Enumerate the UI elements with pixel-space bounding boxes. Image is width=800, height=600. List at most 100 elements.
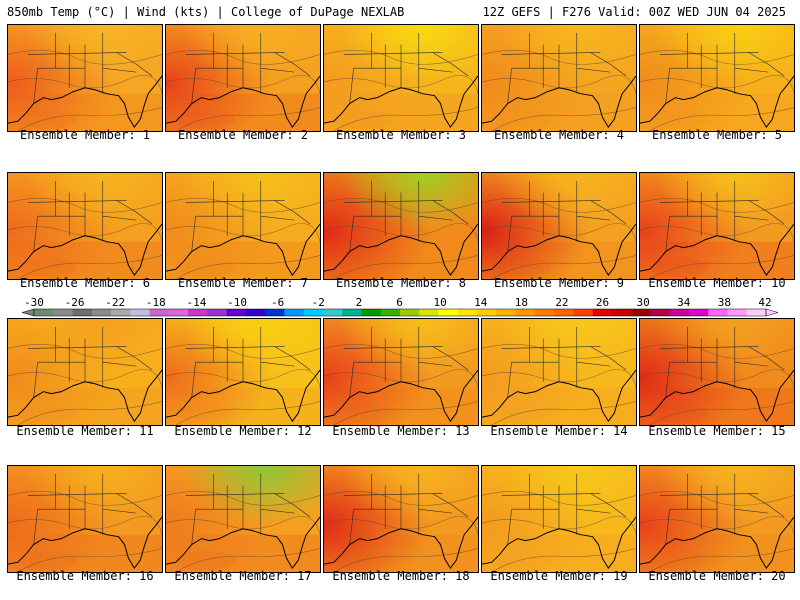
colorbar-swatch <box>245 309 266 316</box>
colorbar-swatch <box>342 309 362 316</box>
member-caption: Ensemble Member: 8 <box>335 276 467 290</box>
member-caption: Ensemble Member: 17 <box>174 569 312 583</box>
colorbar-swatch <box>34 309 54 316</box>
colorbar-tick-label: 34 <box>677 296 691 309</box>
ensemble-member-map <box>7 172 163 280</box>
member-caption: Ensemble Member: 3 <box>335 128 467 142</box>
ensemble-member-map <box>481 24 637 132</box>
colorbar-tick-label: 26 <box>596 296 609 309</box>
colorbar-swatch <box>708 309 728 316</box>
colorbar-swatch <box>380 309 401 316</box>
member-caption: Ensemble Member: 20 <box>648 569 786 583</box>
colorbar-swatch <box>72 309 93 316</box>
colorbar-swatch <box>168 309 189 316</box>
member-caption: Ensemble Member: 5 <box>651 128 783 142</box>
product-title: 850mb Temp (°C) | Wind (kts) | College o… <box>7 5 405 19</box>
colorbar-swatch <box>554 309 574 316</box>
colorbar-swatch <box>457 309 478 316</box>
colorbar-swatch <box>149 309 170 316</box>
colorbar-tick-label: -14 <box>187 296 207 309</box>
member-caption: Ensemble Member: 9 <box>493 276 625 290</box>
member-caption: Ensemble Member: 2 <box>177 128 309 142</box>
member-caption: Ensemble Member: 18 <box>332 569 470 583</box>
colorbar-tick-label: -26 <box>65 296 85 309</box>
colorbar-tick-label: 2 <box>356 296 363 309</box>
member-caption: Ensemble Member: 16 <box>16 569 154 583</box>
colorbar-tick-label: -10 <box>227 296 247 309</box>
colorbar-swatch <box>573 309 593 316</box>
colorbar-swatch <box>592 309 613 316</box>
colorbar-max-arrow <box>765 308 779 317</box>
colorbar-swatch <box>111 309 131 316</box>
ensemble-member-map <box>639 318 795 426</box>
member-caption: Ensemble Member: 15 <box>648 424 786 438</box>
colorbar-tick-label: 10 <box>433 296 446 309</box>
colorbar-swatch <box>669 309 690 316</box>
colorbar-swatch <box>188 309 208 316</box>
member-caption: Ensemble Member: 6 <box>19 276 151 290</box>
colorbar-swatch <box>91 309 112 316</box>
colorbar-tick-label: 42 <box>758 296 771 309</box>
colorbar-tick-label: 38 <box>718 296 731 309</box>
colorbar-swatch <box>534 309 555 316</box>
member-caption: Ensemble Member: 14 <box>490 424 628 438</box>
colorbar-tick-label: 22 <box>555 296 568 309</box>
colorbar-tick-label: 14 <box>474 296 488 309</box>
temperature-colorbar: -30 -26 -22 -18 -14 -10 -6 -2 2 6 10 14 18 22 26 30 34 38… <box>21 296 779 317</box>
colorbar-tick-label: 18 <box>515 296 528 309</box>
colorbar-swatch <box>746 309 767 316</box>
colorbar-swatch <box>419 309 439 316</box>
member-caption: Ensemble Member: 7 <box>177 276 309 290</box>
colorbar-swatch <box>130 309 150 316</box>
colorbar-tick-label: -2 <box>312 296 325 309</box>
colorbar-swatch <box>515 309 536 316</box>
ensemble-member-map <box>481 465 637 573</box>
ensemble-member-map <box>323 24 479 132</box>
ensemble-member-map <box>323 318 479 426</box>
ensemble-member-map <box>165 24 321 132</box>
ensemble-member-map <box>639 465 795 573</box>
colorbar-tick-label: -22 <box>105 296 125 309</box>
ensemble-member-map <box>323 172 479 280</box>
colorbar-tick-label: 6 <box>396 296 403 309</box>
colorbar-swatch <box>727 309 748 316</box>
member-caption: Ensemble Member: 4 <box>493 128 625 142</box>
colorbar-swatch <box>303 309 324 316</box>
member-caption: Ensemble Member: 11 <box>16 424 154 438</box>
colorbar-tick-label: -18 <box>146 296 166 309</box>
member-caption: Ensemble Member: 10 <box>648 276 786 290</box>
colorbar-swatch <box>284 309 304 316</box>
ensemble-member-map <box>7 318 163 426</box>
colorbar-tick-label: 30 <box>637 296 650 309</box>
colorbar-swatch <box>53 309 73 316</box>
ensemble-member-map <box>481 318 637 426</box>
member-caption: Ensemble Member: 13 <box>332 424 470 438</box>
ensemble-member-map <box>639 24 795 132</box>
colorbar-swatch <box>361 309 382 316</box>
ensemble-member-map <box>481 172 637 280</box>
colorbar-swatch <box>226 309 247 316</box>
ensemble-member-map <box>165 172 321 280</box>
ensemble-member-map <box>7 465 163 573</box>
colorbar-swatch <box>400 309 420 316</box>
ensemble-member-map <box>165 465 321 573</box>
colorbar-swatch <box>496 309 516 316</box>
colorbar-swatch <box>688 309 709 316</box>
colorbar-swatch <box>207 309 227 316</box>
ensemble-member-map <box>639 172 795 280</box>
ensemble-member-map <box>323 465 479 573</box>
colorbar-tick-label: -6 <box>271 296 284 309</box>
colorbar-swatch <box>611 309 632 316</box>
colorbar-swatch <box>322 309 343 316</box>
colorbar-swatch <box>438 309 459 316</box>
colorbar-swatch <box>650 309 670 316</box>
member-caption: Ensemble Member: 1 <box>19 128 151 142</box>
colorbar-swatch <box>265 309 285 316</box>
colorbar-swatch <box>631 309 651 316</box>
ensemble-member-map <box>7 24 163 132</box>
ensemble-member-map <box>165 318 321 426</box>
member-caption: Ensemble Member: 19 <box>490 569 628 583</box>
colorbar-tick-label: -30 <box>24 296 44 309</box>
colorbar-swatch <box>477 309 497 316</box>
member-caption: Ensemble Member: 12 <box>174 424 312 438</box>
